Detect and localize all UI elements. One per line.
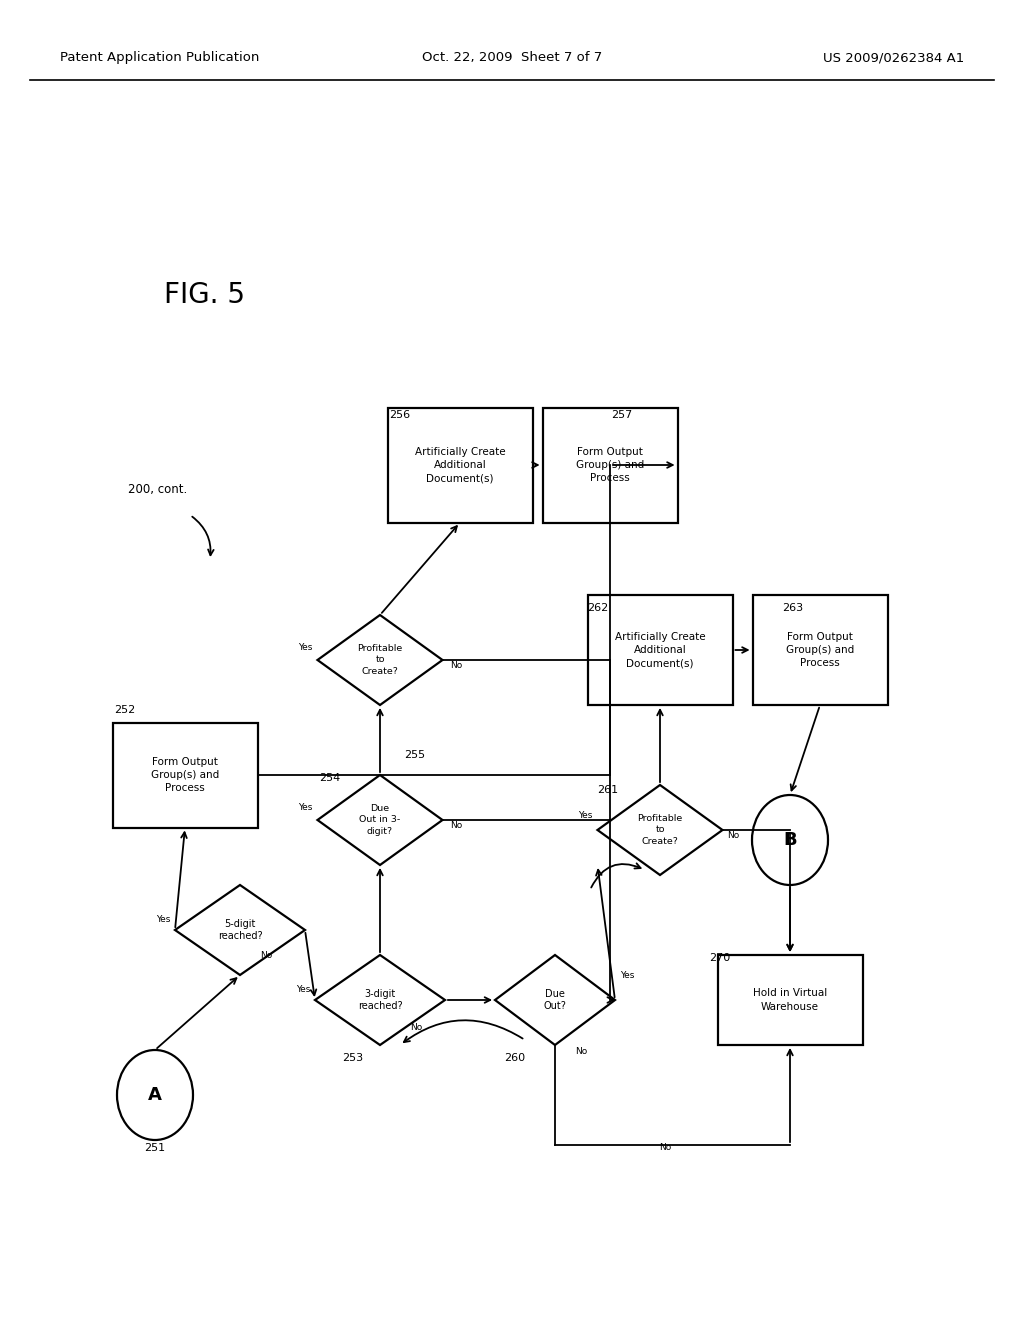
Bar [113, 722, 257, 828]
Polygon shape [597, 785, 723, 875]
Text: Yes: Yes [620, 970, 635, 979]
Text: Form Output
Group(s) and
Process: Form Output Group(s) and Process [575, 446, 644, 483]
Text: No: No [575, 1048, 587, 1056]
Text: Yes: Yes [579, 810, 593, 820]
Text: 257: 257 [611, 411, 633, 420]
Text: Form Output
Group(s) and
Process: Form Output Group(s) and Process [785, 632, 854, 668]
Text: Artificially Create
Additional
Document(s): Artificially Create Additional Document(… [614, 632, 706, 668]
Text: FIG. 5: FIG. 5 [165, 281, 246, 309]
Text: 200, cont.: 200, cont. [128, 483, 187, 496]
Polygon shape [175, 884, 305, 975]
Text: 253: 253 [342, 1053, 364, 1063]
Text: Yes: Yes [298, 804, 312, 813]
Text: 270: 270 [710, 953, 731, 964]
Text: 5-digit
reached?: 5-digit reached? [218, 919, 262, 941]
Text: No: No [410, 1023, 422, 1032]
Text: A: A [148, 1086, 162, 1104]
Bar [543, 408, 678, 523]
Text: 252: 252 [115, 705, 135, 715]
Text: B: B [783, 832, 797, 849]
Text: Due
Out?: Due Out? [544, 989, 566, 1011]
Text: Yes: Yes [156, 916, 170, 924]
Text: Artificially Create
Additional
Document(s): Artificially Create Additional Document(… [415, 446, 505, 483]
Text: 261: 261 [597, 785, 618, 795]
Text: 260: 260 [505, 1053, 525, 1063]
Text: 254: 254 [319, 774, 341, 783]
Bar [387, 408, 532, 523]
Bar [753, 595, 888, 705]
Text: No: No [451, 660, 463, 669]
Text: No: No [451, 821, 463, 829]
Polygon shape [495, 954, 615, 1045]
Text: No: No [727, 830, 739, 840]
Text: 251: 251 [144, 1143, 166, 1152]
Text: Yes: Yes [296, 986, 310, 994]
Text: Profitable
to
Create?: Profitable to Create? [357, 644, 402, 676]
Text: 263: 263 [782, 603, 804, 612]
Polygon shape [317, 775, 442, 865]
Text: No: No [658, 1143, 671, 1152]
Text: Form Output
Group(s) and
Process: Form Output Group(s) and Process [151, 756, 219, 793]
Bar [588, 595, 732, 705]
Polygon shape [315, 954, 445, 1045]
Bar [718, 954, 862, 1045]
Ellipse shape [117, 1049, 193, 1140]
Text: Hold in Virtual
Warehouse: Hold in Virtual Warehouse [753, 989, 827, 1011]
Text: 3-digit
reached?: 3-digit reached? [357, 989, 402, 1011]
Text: US 2009/0262384 A1: US 2009/0262384 A1 [822, 51, 964, 65]
Text: Due
Out in 3-
digit?: Due Out in 3- digit? [359, 804, 400, 836]
Text: 255: 255 [404, 750, 426, 760]
Text: 262: 262 [588, 603, 608, 612]
Text: 256: 256 [389, 411, 411, 420]
Text: Patent Application Publication: Patent Application Publication [60, 51, 259, 65]
Text: Oct. 22, 2009  Sheet 7 of 7: Oct. 22, 2009 Sheet 7 of 7 [422, 51, 602, 65]
Text: Profitable
to
Create?: Profitable to Create? [637, 814, 683, 846]
Polygon shape [317, 615, 442, 705]
Text: No: No [260, 950, 272, 960]
Text: Yes: Yes [298, 644, 312, 652]
Ellipse shape [752, 795, 828, 884]
